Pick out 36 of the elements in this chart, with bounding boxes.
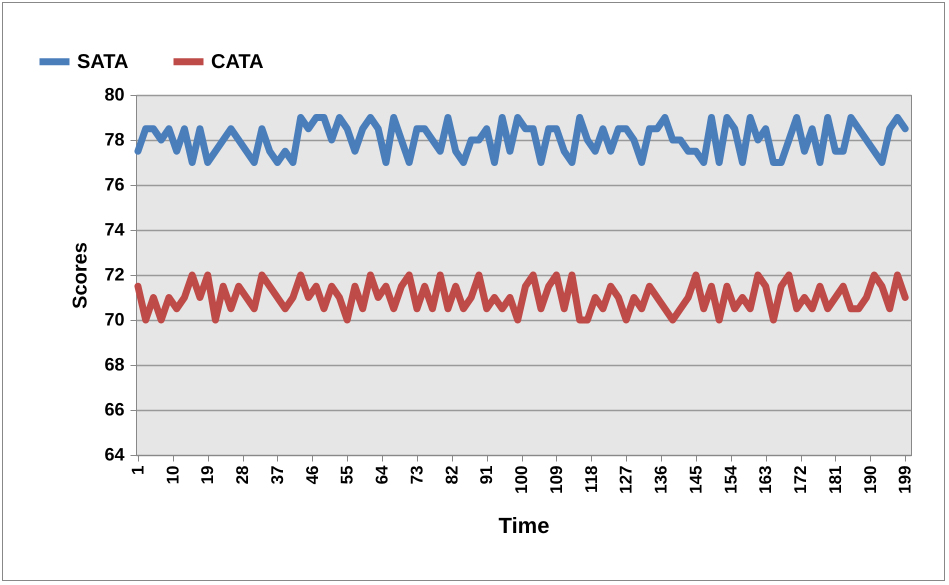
y-tick-label: 64 — [104, 444, 124, 464]
y-tick-label: 66 — [104, 400, 124, 420]
x-tick-label: 190 — [860, 466, 880, 494]
x-tick-label: 73 — [407, 466, 426, 484]
x-tick-label: 1 — [128, 466, 148, 475]
x-tick-label: 19 — [198, 466, 218, 484]
legend-label: CATA — [211, 50, 264, 73]
x-axis-title: Time — [498, 512, 550, 538]
x-tick-label: 64 — [372, 464, 392, 484]
x-tick-label: 145 — [686, 466, 706, 494]
x-tick-label: 46 — [302, 466, 322, 484]
y-tick-label: 80 — [104, 84, 124, 104]
x-tick-label: 154 — [721, 464, 740, 494]
x-tick-label: 163 — [756, 466, 776, 494]
x-tick-label: 91 — [477, 466, 496, 484]
y-tick-label: 72 — [104, 264, 124, 284]
y-axis-title: Scores — [69, 242, 92, 309]
x-tick-label: 199 — [896, 466, 915, 494]
y-tick-label: 68 — [104, 354, 124, 374]
x-tick-label: 37 — [268, 466, 287, 484]
x-tick-label: 55 — [338, 466, 357, 484]
x-tick-label: 28 — [233, 466, 252, 484]
y-tick-label: 78 — [104, 130, 124, 150]
x-tick-label: 181 — [826, 466, 845, 494]
y-tick-label: 76 — [104, 174, 124, 194]
y-tick-label: 70 — [104, 310, 124, 330]
x-tick-label: 136 — [652, 466, 671, 494]
x-tick-label: 127 — [616, 466, 636, 494]
x-tick-label: 109 — [546, 466, 566, 494]
x-tick-label: 10 — [163, 466, 182, 484]
legend-label: SATA — [77, 50, 128, 73]
y-tick-label: 74 — [104, 220, 124, 240]
x-tick-label: 82 — [442, 466, 462, 484]
x-tick-label: 118 — [582, 466, 601, 493]
x-tick-label: 172 — [791, 466, 810, 494]
x-tick-label: 100 — [512, 466, 532, 494]
